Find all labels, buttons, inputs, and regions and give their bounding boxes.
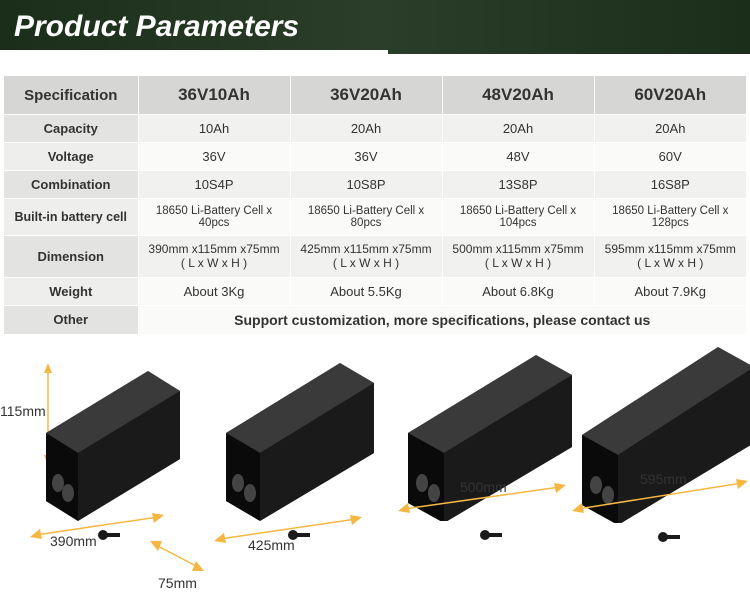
col-36v20: 36V20Ah	[290, 76, 442, 115]
cell: 595mm x115mm x75mm ( L x W x H )	[594, 236, 746, 278]
cell: 390mm x115mm x75mm ( L x W x H )	[138, 236, 290, 278]
table-header-row: Specification 36V10Ah 36V20Ah 48V20Ah 60…	[4, 76, 746, 115]
row-label: Built-in battery cell	[4, 199, 138, 236]
cell: 20Ah	[594, 115, 746, 143]
cell: About 5.5Kg	[290, 277, 442, 305]
col-48v20: 48V20Ah	[442, 76, 594, 115]
col-spec: Specification	[4, 76, 138, 115]
cell: About 7.9Kg	[594, 277, 746, 305]
battery-2	[198, 357, 388, 522]
cell: About 3Kg	[138, 277, 290, 305]
page-title: Product Parameters	[14, 10, 299, 44]
col-60v20: 60V20Ah	[594, 76, 746, 115]
col-36v10: 36V10Ah	[138, 76, 290, 115]
dim-text: 500mm x115mm x75mm ( L x W x H )	[445, 242, 592, 271]
row-combination: Combination 10S4P 10S8P 13S8P 16S8P	[4, 171, 746, 199]
row-voltage: Voltage 36V 36V 48V 60V	[4, 143, 746, 171]
cell: 18650 Li-Battery Cell x 128pcs	[594, 199, 746, 236]
row-label: Capacity	[4, 115, 138, 143]
cell: 20Ah	[290, 115, 442, 143]
row-builtin-cell: Built-in battery cell 18650 Li-Battery C…	[4, 199, 746, 236]
cell: 60V	[594, 143, 746, 171]
header-underline	[0, 50, 388, 54]
cell: 18650 Li-Battery Cell x 104pcs	[442, 199, 594, 236]
row-label: Voltage	[4, 143, 138, 171]
spec-table-wrap: Specification 36V10Ah 36V20Ah 48V20Ah 60…	[0, 54, 750, 335]
row-label: Other	[4, 305, 138, 334]
depth-label: 75mm	[158, 575, 197, 591]
length-label-1: 390mm	[50, 533, 97, 549]
row-weight: Weight About 3Kg About 5.5Kg About 6.8Kg…	[4, 277, 746, 305]
cell: 20Ah	[442, 115, 594, 143]
cell: 16S8P	[594, 171, 746, 199]
dim-text: 390mm x115mm x75mm ( L x W x H )	[141, 242, 288, 271]
dim-text: 595mm x115mm x75mm ( L x W x H )	[597, 242, 745, 271]
key-icon	[656, 527, 686, 555]
cell: About 6.8Kg	[442, 277, 594, 305]
cell: 10S8P	[290, 171, 442, 199]
battery-diagram: 115mm 390mm	[0, 343, 750, 603]
length-label-3: 500mm	[460, 479, 507, 495]
cell: 18650 Li-Battery Cell x 80pcs	[290, 199, 442, 236]
key-icon	[478, 525, 508, 553]
cell: 36V	[138, 143, 290, 171]
spec-table: Specification 36V10Ah 36V20Ah 48V20Ah 60…	[4, 76, 746, 335]
length-label-4: 595mm	[640, 471, 687, 487]
cell: 18650 Li-Battery Cell x 40pcs	[138, 199, 290, 236]
row-dimension: Dimension 390mm x115mm x75mm ( L x W x H…	[4, 236, 746, 278]
cell: 425mm x115mm x75mm ( L x W x H )	[290, 236, 442, 278]
page-header: Product Parameters	[0, 0, 750, 54]
cell: 13S8P	[442, 171, 594, 199]
battery-1	[18, 363, 193, 523]
cell: 48V	[442, 143, 594, 171]
row-label: Combination	[4, 171, 138, 199]
cell: 36V	[290, 143, 442, 171]
other-text: Support customization, more specificatio…	[138, 305, 746, 334]
row-label: Weight	[4, 277, 138, 305]
cell: 10S4P	[138, 171, 290, 199]
cell: 500mm x115mm x75mm ( L x W x H )	[442, 236, 594, 278]
dim-text: 425mm x115mm x75mm ( L x W x H )	[293, 242, 440, 271]
depth-arrow	[150, 539, 210, 579]
cell: 10Ah	[138, 115, 290, 143]
length-label-2: 425mm	[248, 537, 295, 553]
row-other: Other Support customization, more specif…	[4, 305, 746, 334]
row-capacity: Capacity 10Ah 20Ah 20Ah 20Ah	[4, 115, 746, 143]
row-label: Dimension	[4, 236, 138, 278]
